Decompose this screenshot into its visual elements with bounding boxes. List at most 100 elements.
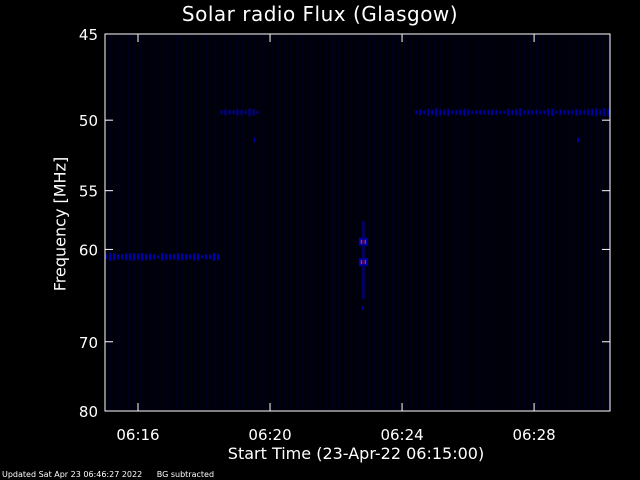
emission-cell <box>563 110 566 115</box>
noise-streak <box>398 35 399 410</box>
noise-streak <box>374 35 375 410</box>
noise-streak <box>302 35 303 410</box>
emission-cell <box>177 253 179 261</box>
noise-streak <box>386 35 387 410</box>
noise-streak <box>116 35 117 410</box>
emission-cell <box>173 254 175 260</box>
noise-streak <box>320 35 321 410</box>
emission-cell <box>361 306 364 311</box>
noise-streak <box>155 35 156 410</box>
noise-streak <box>377 35 378 410</box>
emission-cell <box>256 110 259 114</box>
noise-streak <box>257 35 258 410</box>
noise-streak <box>566 35 567 410</box>
noise-streak <box>221 35 222 410</box>
noise-streak <box>335 35 336 410</box>
emission-cell <box>415 110 418 115</box>
emission-cell <box>439 109 442 116</box>
noise-streak <box>428 35 429 410</box>
noise-streak <box>296 35 297 410</box>
y-axis-ticks: 45 50 55 60 70 80 <box>79 26 610 421</box>
emission-cell <box>145 253 147 260</box>
emission-cell <box>240 109 243 115</box>
status-footer: Updated Sat Apr 23 06:46:27 2022 BG subt… <box>2 470 214 479</box>
noise-streak <box>218 35 219 410</box>
emission-cell <box>157 255 159 259</box>
noise-streak <box>212 35 213 410</box>
updated-timestamp: Updated Sat Apr 23 06:46:27 2022 <box>2 470 143 479</box>
noise-streak <box>425 35 426 410</box>
noise-streak <box>449 35 450 410</box>
emission-cell <box>527 109 530 115</box>
noise-streak <box>281 35 282 410</box>
emission-cell <box>507 108 510 116</box>
emission-cell <box>133 252 135 261</box>
noise-streak <box>248 35 249 410</box>
noise-streak <box>149 35 150 410</box>
x-tick-label: 06:16 <box>116 426 159 444</box>
noise-streak <box>473 35 474 410</box>
emission-cell <box>197 253 199 261</box>
noise-streak <box>491 35 492 410</box>
noise-streak <box>167 35 168 410</box>
emission-cell <box>515 109 518 116</box>
noise-streak <box>170 35 171 410</box>
emission-cell <box>503 110 506 114</box>
emission-cell <box>467 109 470 116</box>
emission-cell <box>427 108 430 116</box>
noise-streak <box>131 35 132 410</box>
noise-streak <box>554 35 555 410</box>
noise-streak <box>188 35 189 410</box>
emission-cell <box>169 253 171 260</box>
noise-streak <box>275 35 276 410</box>
noise-streak <box>290 35 291 410</box>
noise-streak <box>365 35 366 410</box>
noise-streak <box>239 35 240 410</box>
noise-streak <box>512 35 513 410</box>
x-tick-label: 06:20 <box>248 426 291 444</box>
noise-streak <box>347 35 348 410</box>
noise-streak <box>524 35 525 410</box>
noise-streak <box>389 35 390 410</box>
emission-cell <box>555 110 558 114</box>
emission-cell <box>551 108 554 116</box>
emission-cell <box>253 137 256 143</box>
emission-cell <box>236 109 239 116</box>
emission-cell <box>495 109 498 115</box>
noise-streak <box>482 35 483 410</box>
noise-streak <box>191 35 192 410</box>
noise-streak <box>179 35 180 410</box>
noise-streak <box>272 35 273 410</box>
noise-streak <box>440 35 441 410</box>
bg-subtracted-note: BG subtracted <box>156 470 215 479</box>
noise-streak <box>245 35 246 410</box>
emission-cell <box>189 254 191 260</box>
emission-cell <box>519 108 522 117</box>
noise-streak <box>200 35 201 410</box>
emission-cell <box>129 253 131 261</box>
noise-streak <box>152 35 153 410</box>
noise-streak <box>452 35 453 410</box>
noise-streak <box>458 35 459 410</box>
noise-streak <box>203 35 204 410</box>
noise-streak <box>311 35 312 410</box>
emission-cell <box>455 109 458 115</box>
noise-streak <box>113 35 114 410</box>
noise-streak <box>368 35 369 410</box>
y-tick-label: 80 <box>79 403 98 421</box>
noise-streak <box>497 35 498 410</box>
noise-streak <box>287 35 288 410</box>
emission-cell <box>244 110 247 114</box>
noise-streak <box>533 35 534 410</box>
noise-streak <box>584 35 585 410</box>
noise-streak <box>569 35 570 410</box>
noise-streak <box>539 35 540 410</box>
noise-streak <box>605 35 606 410</box>
emission-cell <box>603 108 606 117</box>
noise-streak <box>485 35 486 410</box>
noise-streak <box>224 35 225 410</box>
emission-cell <box>577 137 579 143</box>
noise-streak <box>515 35 516 410</box>
noise-streak <box>176 35 177 410</box>
emission-cell <box>547 108 550 116</box>
